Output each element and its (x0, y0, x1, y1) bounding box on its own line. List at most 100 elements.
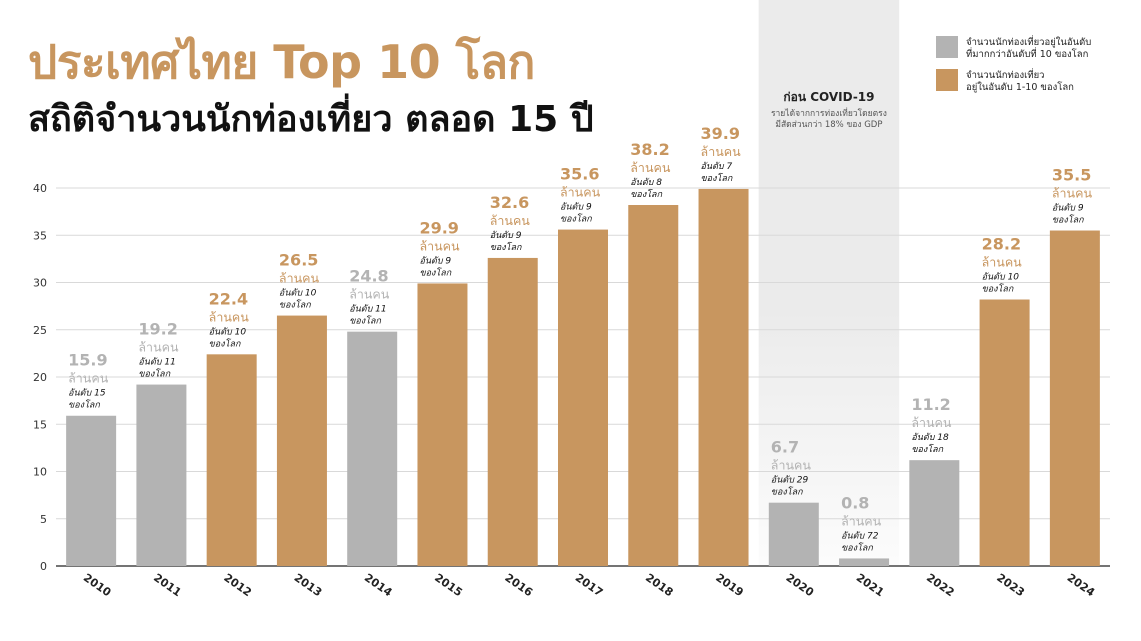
data-label-unit: ล้านคน (771, 458, 812, 473)
legend-label-line2: ที่มากกว่าอันดับที่ 10 ของโลก (966, 47, 1089, 60)
x-tick-label: 2015 (432, 571, 465, 599)
bar-2021 (839, 558, 890, 566)
data-label-unit: ล้านคน (279, 271, 320, 286)
bar-2019 (698, 188, 749, 566)
legend-swatch-gray (936, 36, 958, 58)
bar-2018 (628, 205, 679, 566)
data-label-unit: ล้านคน (209, 309, 250, 324)
covid-title: ก่อน COVID-19 (783, 90, 874, 104)
x-tick-label: 2014 (362, 571, 395, 599)
x-tick-label: 2016 (502, 571, 535, 599)
data-label-rank-suffix: ของโลก (1052, 214, 1084, 226)
data-label-rank-suffix: ของโลก (911, 443, 943, 455)
bar-2015 (417, 283, 468, 566)
data-label-rank-suffix: ของโลก (349, 315, 381, 327)
data-label-value: 32.6 (490, 193, 529, 212)
y-tick-label: 10 (33, 466, 47, 479)
bar-2017 (558, 229, 608, 566)
y-tick-label: 0 (40, 560, 47, 573)
data-label-rank: อันดับ 11 (138, 357, 175, 368)
data-label-value: 29.9 (419, 218, 458, 237)
x-tick-label: 2013 (292, 571, 325, 599)
y-tick-label: 40 (33, 182, 47, 195)
x-tick-label: 2017 (573, 571, 606, 599)
y-tick-label: 35 (33, 229, 47, 242)
data-label-value: 38.2 (630, 140, 669, 159)
data-label-rank-suffix: ของโลก (209, 337, 241, 349)
legend-label-line2: อยู่ในอันดับ 1-10 ของโลก (966, 81, 1074, 93)
data-label-unit: ล้านคน (349, 287, 390, 302)
data-label-rank-suffix: ของโลก (982, 283, 1014, 295)
data-label-rank: อันดับ 9 (419, 255, 451, 266)
data-label-rank: อันดับ 11 (349, 304, 386, 315)
bar-2016 (487, 257, 538, 566)
data-label-unit: ล้านคน (701, 144, 742, 159)
data-label-value: 19.2 (138, 320, 177, 339)
data-label-rank: อันดับ 15 (68, 388, 106, 399)
y-tick-label: 5 (40, 513, 47, 526)
data-label-unit: ล้านคน (138, 340, 179, 355)
data-label-unit: ล้านคน (490, 213, 531, 228)
x-tick-label: 2019 (713, 571, 746, 599)
bar-2013 (276, 315, 327, 566)
data-label-value: 35.5 (1052, 166, 1091, 185)
data-label-value: 6.7 (771, 438, 799, 457)
y-tick-label: 25 (33, 324, 47, 337)
x-tick-label: 2010 (81, 571, 114, 599)
bar-2022 (909, 460, 960, 566)
x-tick-label: 2023 (994, 571, 1027, 599)
data-label-rank: อันดับ 10 (982, 272, 1020, 283)
data-label-rank-suffix: ของโลก (560, 213, 592, 225)
data-label-value: 0.8 (841, 493, 869, 512)
page-title: ประเทศไทย Top 10 โลก (28, 35, 535, 89)
bar-2023 (979, 299, 1030, 566)
data-label-unit: ล้านคน (68, 371, 109, 386)
data-label-rank: อันดับ 10 (209, 326, 247, 337)
data-label-unit: ล้านคน (1052, 186, 1093, 201)
x-tick-label: 2021 (854, 571, 887, 599)
bar-2011 (136, 384, 187, 566)
data-label-value: 28.2 (982, 235, 1021, 254)
data-label-unit: ล้านคน (630, 160, 671, 175)
covid-note-line1: รายได้จากการท่องเที่ยวโดยตรง (771, 107, 887, 119)
data-label-rank-suffix: ของโลก (138, 368, 170, 380)
data-label-rank-suffix: ของโลก (701, 172, 733, 184)
data-label-rank-suffix: ของโลก (771, 486, 803, 498)
data-label-value: 24.8 (349, 267, 388, 286)
x-tick-label: 2012 (221, 571, 254, 599)
x-tick-label: 2018 (643, 571, 676, 599)
data-label-rank: อันดับ 7 (701, 161, 733, 172)
y-tick-label: 30 (33, 277, 47, 290)
data-label-rank-suffix: ของโลก (419, 266, 451, 278)
data-label-unit: ล้านคน (911, 415, 952, 430)
data-label-unit: ล้านคน (982, 255, 1023, 270)
legend-label-line1: จำนวนนักท่องเที่ยวอยู่ในอันดับ (966, 35, 1091, 48)
data-label-value: 11.2 (911, 395, 950, 414)
x-tick-label: 2011 (151, 571, 184, 599)
y-tick-label: 15 (33, 418, 47, 431)
data-label-rank: อันดับ 9 (490, 230, 522, 241)
legend-label-line1: จำนวนนักท่องเที่ยว (966, 68, 1045, 81)
data-label-unit: ล้านคน (841, 513, 882, 528)
data-label-value: 22.4 (209, 289, 248, 308)
x-tick-label: 2020 (784, 571, 817, 599)
data-label-unit: ล้านคน (560, 185, 601, 200)
data-label-rank-suffix: ของโลก (630, 188, 662, 200)
data-label-rank: อันดับ 8 (630, 177, 662, 188)
data-label-rank-suffix: ของโลก (68, 399, 100, 411)
data-label-rank: อันดับ 9 (560, 202, 592, 213)
x-tick-label: 2024 (1065, 571, 1098, 599)
data-label-rank: อันดับ 29 (771, 475, 809, 486)
data-label-rank: อันดับ 18 (911, 432, 949, 443)
data-label-value: 26.5 (279, 251, 318, 270)
legend-swatch-gold (936, 69, 958, 91)
data-label-rank: อันดับ 9 (1052, 203, 1084, 214)
covid-note-line2: มีสัดส่วนกว่า 18% ของ GDP (775, 119, 882, 130)
data-label-value: 15.9 (68, 351, 107, 370)
data-label-rank-suffix: ของโลก (279, 299, 311, 311)
page-subtitle: สถิติจำนวนนักท่องเที่ยว ตลอด 15 ปี (28, 99, 594, 140)
data-label-rank-suffix: ของโลก (841, 541, 873, 553)
data-label-unit: ล้านคน (419, 238, 460, 253)
